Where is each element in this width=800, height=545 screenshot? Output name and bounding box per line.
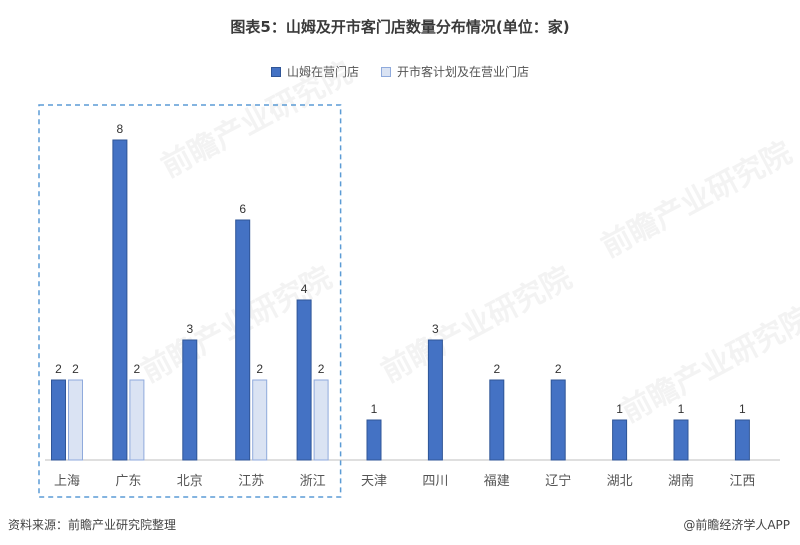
data-label-sams: 2 (493, 362, 500, 376)
source-note: 资料来源：前瞻产业研究院整理 (8, 518, 177, 532)
bar-sams (182, 339, 198, 461)
bar-sams (734, 419, 750, 461)
data-label-sams: 2 (555, 362, 562, 376)
bar-sams (550, 379, 566, 461)
data-label-sams: 3 (186, 322, 193, 336)
data-label-costco: 2 (134, 362, 141, 376)
data-label-sams: 1 (678, 402, 685, 416)
legend-label-sams: 山姆在营门店 (286, 65, 359, 79)
x-tick-label: 湖南 (668, 473, 694, 489)
data-label-costco: 2 (256, 362, 263, 376)
legend-label-costco: 开市客计划及在营业门店 (397, 65, 530, 79)
bar-sams (296, 299, 312, 461)
bar-sams (235, 219, 251, 461)
brand-credit: @前瞻经济学人APP (683, 518, 790, 532)
bar-sams (112, 139, 128, 461)
bar-sams (673, 419, 689, 461)
x-tick-label: 北京 (177, 474, 203, 489)
x-tick-label: 天津 (361, 474, 387, 489)
data-label-sams: 2 (55, 362, 62, 376)
x-tick-label: 江西 (729, 474, 755, 489)
data-label-sams: 1 (616, 402, 623, 416)
x-tick-label: 江苏 (238, 473, 264, 489)
x-tick-label: 四川 (422, 474, 448, 489)
data-label-costco: 2 (318, 362, 325, 376)
x-tick-label: 福建 (484, 474, 510, 489)
x-tick-label: 湖北 (607, 474, 633, 489)
bar-sams (612, 419, 628, 461)
bar-sams (366, 419, 382, 461)
bar-sams (51, 379, 66, 461)
x-tick-label: 广东 (115, 474, 141, 489)
bar-costco (252, 379, 268, 461)
legend-swatch-costco (381, 66, 391, 77)
highlight-box (38, 104, 342, 498)
legend-swatch-sams (270, 66, 281, 77)
x-tick-label: 上海 (54, 474, 80, 489)
x-tick-label: 辽宁 (545, 473, 571, 489)
data-label-sams: 8 (117, 122, 124, 136)
legend-item-sams: 山姆在营门店 (270, 63, 359, 80)
chart-title: 图表5：山姆及开市客门店数量分布情况(单位：家) (230, 18, 570, 36)
chart-legend: 山姆在营门店 开市客计划及在营业门店 (0, 63, 800, 80)
bar-costco (68, 379, 83, 461)
x-tick-label: 浙江 (300, 474, 326, 489)
data-label-sams: 3 (432, 322, 439, 336)
data-label-sams: 1 (371, 402, 378, 416)
data-label-sams: 6 (239, 202, 246, 216)
bar-costco (129, 379, 145, 461)
data-label-costco: 2 (72, 362, 79, 376)
bar-costco (313, 379, 329, 461)
bar-sams (427, 339, 443, 461)
data-label-sams: 4 (301, 282, 308, 296)
data-label-sams: 1 (739, 402, 746, 416)
legend-item-costco: 开市客计划及在营业门店 (381, 63, 529, 80)
bar-sams (489, 379, 505, 461)
